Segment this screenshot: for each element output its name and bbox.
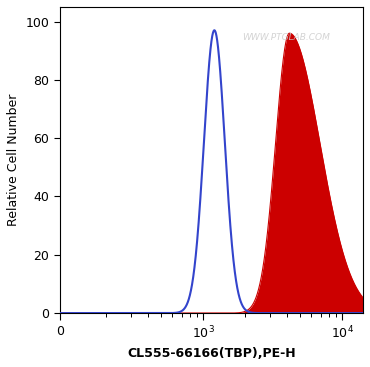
Text: WWW.PTGLAB.COM: WWW.PTGLAB.COM bbox=[242, 33, 330, 42]
X-axis label: CL555-66166(TBP),PE-H: CL555-66166(TBP),PE-H bbox=[127, 347, 296, 360]
Y-axis label: Relative Cell Number: Relative Cell Number bbox=[7, 94, 20, 226]
